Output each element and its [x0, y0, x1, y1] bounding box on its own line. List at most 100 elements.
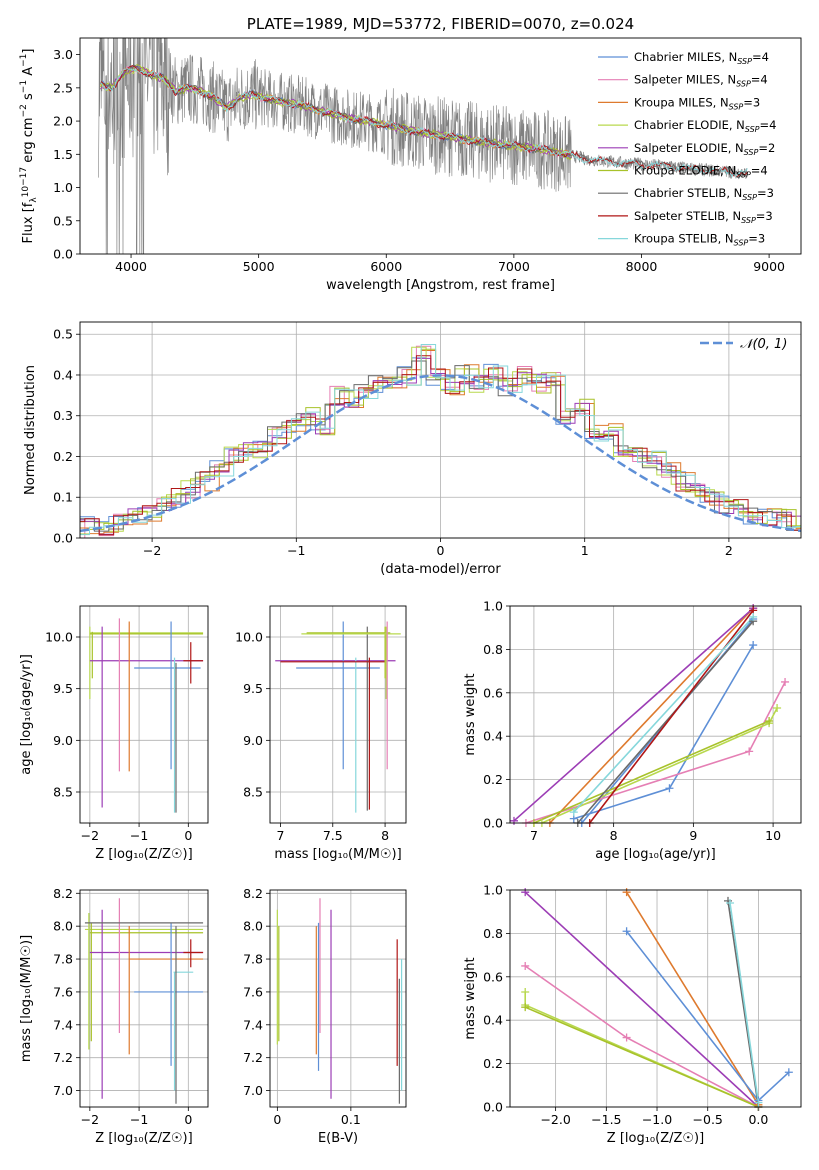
spectrum-legend-label: Chabrier MILES, NSSP=4	[634, 50, 769, 66]
mass-vs-Z-ytick-label: 7.8	[53, 952, 73, 967]
weight-vs-Z-marker	[521, 888, 530, 897]
mass-vs-Z-xtick-label: 0	[184, 1112, 192, 1127]
mass-vs-Z-axes: −2 −1 0 7.0 7.2 7.4 7.6 7.8 8.0 8.2	[53, 886, 208, 1127]
residuals-ytick-label: 0.3	[53, 408, 73, 423]
mass-vs-ebv-ytick-label: 7.0	[243, 1083, 263, 1098]
weight-vs-Z-series-orange	[625, 891, 760, 1106]
age-vs-Z-xtick-label: −1	[130, 828, 148, 843]
spectrum-ytick-label: 0.5	[53, 213, 73, 228]
weight-vs-Z-marker	[521, 1003, 530, 1012]
panels: 4000 5000 6000 7000 8000 90000.00.51.01.52.02…	[19, 15, 802, 1146]
weight-vs-age-ytick-label: 1.0	[483, 599, 503, 614]
age-vs-mass-xtick-label: 8	[381, 828, 389, 843]
weight-vs-age-series-cyan	[573, 616, 754, 813]
spectrum-xtick-label: 6000	[370, 259, 402, 274]
mass-vs-ebv-ytick-label: 8.0	[243, 919, 263, 934]
mass-vs-ebv-ytick-label: 7.6	[243, 984, 263, 999]
mass-vs-Z-ylabel: mass [log₁₀(M/M☉)]	[19, 935, 34, 1062]
weight-vs-Z-xtick-label: −0.5	[693, 1112, 723, 1127]
weight-vs-Z-series-cyan	[729, 902, 760, 1103]
residuals-histogram-red	[80, 355, 801, 536]
weight-vs-age-ytick-label: 0.0	[483, 816, 503, 831]
weight-vs-Z-ytick-label: 0.4	[483, 1013, 503, 1028]
spectrum-axes: 4000 5000 6000 7000 8000 9000 0.0 0.5 1.0 1.5 2.0 2…	[53, 47, 785, 274]
weight-vs-age-ylabel: mass weight	[463, 673, 478, 755]
spectrum-ytick-label: 2.5	[53, 80, 73, 95]
spectrum-xtick-label: 9000	[753, 259, 785, 274]
spectrum-legend-label: Kroupa MILES, NSSP=3	[634, 95, 760, 111]
weight-vs-age-ytick-label: 0.2	[483, 772, 503, 787]
weight-vs-Z-series-olive	[524, 1006, 759, 1107]
residuals-plot-area	[80, 344, 801, 538]
spectrum-legend-label: Chabrier STELIB, NSSP=3	[634, 186, 774, 202]
weight-vs-age-series-blue	[573, 644, 754, 820]
residuals-ylabel: Normed distribution	[23, 365, 38, 495]
mass-vs-ebv-ytick-label: 7.2	[243, 1050, 263, 1065]
residuals-xtick-label: −1	[287, 543, 305, 558]
mass-vs-ebv-ytick-label: 7.4	[243, 1017, 263, 1032]
residuals-histogram-cyan	[80, 344, 801, 536]
weight-vs-Z-axes: −2.0 −1.5 −1.0 −0.5 0.0 0.0 0.2 0.4 0.6 0.8 1.0	[483, 883, 801, 1127]
residuals-ytick-label: 0.2	[53, 449, 73, 464]
weight-vs-age-xtick-label: 7	[530, 828, 538, 843]
spectrum-legend-label: Kroupa STELIB, NSSP=3	[634, 232, 765, 248]
residuals-xtick-label: 2	[725, 543, 733, 558]
age-vs-mass-frame	[269, 605, 407, 824]
weight-vs-age-xtick-label: 9	[689, 828, 697, 843]
age-vs-Z-xtick-label: −2	[81, 828, 99, 843]
spectrum-legend-label: Kroupa ELODIE, NSSP=4	[634, 164, 768, 180]
mass-vs-Z-xtick-label: −1	[130, 1112, 148, 1127]
residuals-histogram-olive	[80, 348, 801, 535]
residuals-histogram-purple	[80, 357, 801, 535]
weight-vs-Z-marker	[726, 899, 735, 908]
spectrum-plot-area	[98, 38, 748, 254]
age-vs-mass-ytick-label: 8.5	[243, 785, 263, 800]
residuals-ytick-label: 0.0	[53, 531, 73, 546]
weight-vs-Z-series-pink	[524, 965, 759, 1107]
weight-vs-age-frame	[509, 605, 802, 824]
spectrum-title: PLATE=1989, MJD=53772, FIBERID=0070, z=0…	[247, 15, 634, 33]
spectrum-xlabel: wavelength [Angstrom, rest frame]	[326, 278, 555, 293]
weight-vs-age-series-purple	[513, 607, 754, 822]
spectrum-legend-label: Salpeter STELIB, NSSP=3	[634, 209, 773, 225]
weight-vs-Z-ytick-label: 0.8	[483, 926, 503, 941]
weight-vs-age-ytick-label: 0.4	[483, 729, 503, 744]
spectrum-xtick-label: 7000	[498, 259, 530, 274]
age-vs-Z-axes: −2 −1 0 8.5 9.0 9.5 10.0	[45, 606, 208, 843]
spectrum-legend-label: Salpeter MILES, NSSP=4	[634, 73, 768, 89]
residuals-normal-curve	[80, 374, 801, 533]
residuals-frame	[79, 321, 802, 539]
mass-vs-ebv-xtick-label: 0.1	[341, 1112, 361, 1127]
age-vs-Z-ylabel: age [log₁₀(age/yr)]	[19, 654, 34, 775]
spectrum-ytick-label: 3.0	[53, 47, 73, 62]
age-vs-mass-ytick-label: 10.0	[235, 630, 263, 645]
spectrum-model-line	[100, 67, 748, 178]
weight-vs-age-marker	[749, 612, 758, 621]
weight-vs-age-marker	[509, 816, 518, 825]
spectrum-model-line	[100, 63, 748, 177]
mass-vs-ebv-plot-area	[276, 898, 403, 1104]
weight-vs-Z-marker	[521, 961, 530, 970]
age-vs-mass-xlabel: mass [log₁₀(M/M☉)]	[274, 847, 401, 862]
weight-vs-Z-ytick-label: 0.2	[483, 1056, 503, 1071]
residuals-legend-label: 𝒩(0, 1)	[740, 337, 787, 352]
weight-vs-Z-ytick-label: 0.6	[483, 969, 503, 984]
weight-vs-Z-frame	[509, 889, 802, 1108]
residuals-histogram-gray	[80, 360, 801, 532]
age-vs-Z-ytick-label: 9.0	[53, 733, 73, 748]
residuals-xtick-label: 0	[437, 543, 445, 558]
weight-vs-age-marker	[665, 784, 674, 793]
weight-vs-age-xtick-label: 10	[765, 828, 781, 843]
spectrum-legend-label: Salpeter ELODIE, NSSP=2	[634, 141, 775, 157]
age-vs-Z-ytick-label: 10.0	[45, 630, 73, 645]
weight-vs-age-marker	[569, 808, 578, 817]
mass-vs-Z-ytick-label: 7.6	[53, 984, 73, 999]
residuals-axes: −2 −1 0 1 2 0.0 0.1 0.2 0.3 0.4 0.5	[53, 322, 801, 558]
weight-vs-age-plot-area	[513, 607, 786, 823]
age-vs-Z-plot-area	[89, 618, 204, 813]
age-vs-mass-ytick-label: 9.5	[243, 681, 263, 696]
mass-vs-ebv-axes: 0 0.1 7.0 7.2 7.4 7.6 7.8 8.0 8.2	[243, 886, 406, 1127]
spectrum-ytick-label: 0.0	[53, 247, 73, 262]
weight-vs-Z-marker	[521, 987, 530, 996]
